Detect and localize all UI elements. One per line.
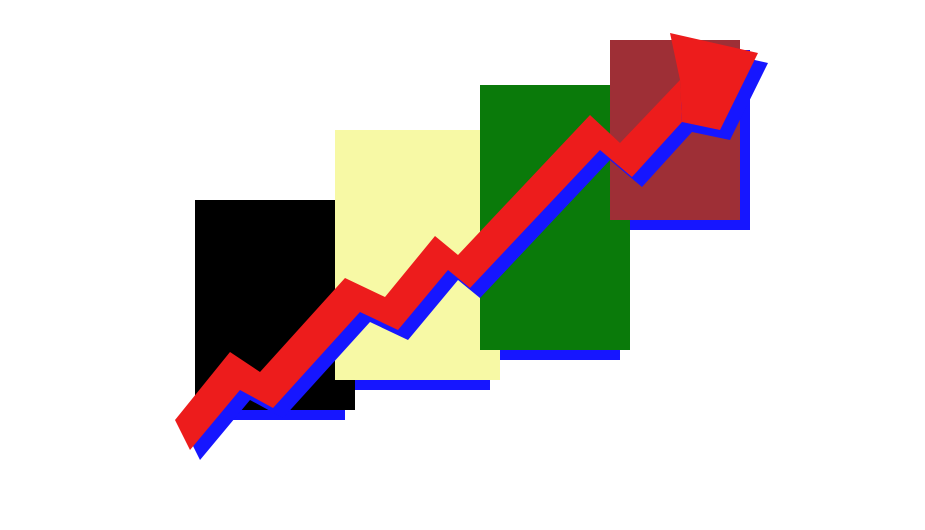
growth-infographic xyxy=(0,0,925,530)
